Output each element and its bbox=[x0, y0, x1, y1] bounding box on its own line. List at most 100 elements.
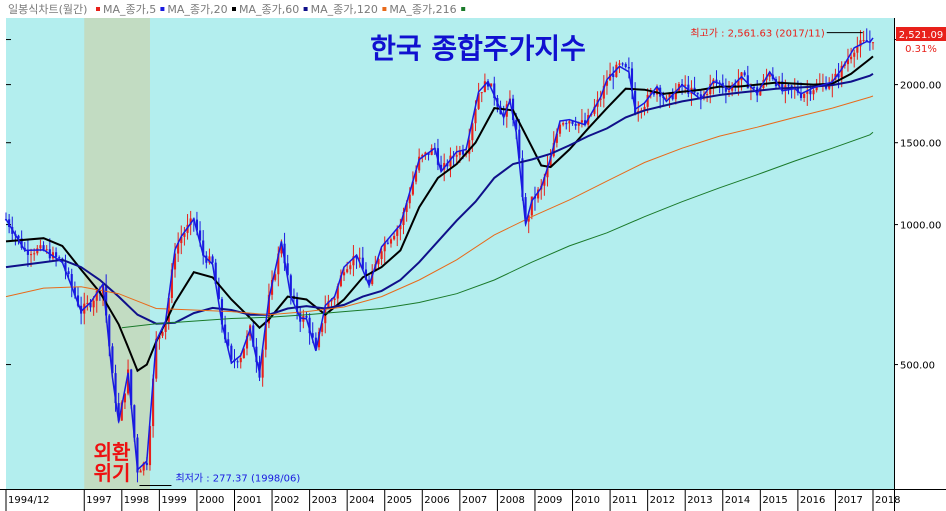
candle-body bbox=[812, 90, 815, 95]
candle-body bbox=[220, 299, 224, 325]
xtick-label-5: 2001 bbox=[236, 495, 261, 506]
candle-body bbox=[806, 90, 809, 94]
candle-body bbox=[627, 67, 630, 69]
candle-body bbox=[283, 243, 286, 264]
candle-body bbox=[796, 86, 799, 93]
candle-body bbox=[790, 85, 793, 88]
xtick-label-19: 2015 bbox=[762, 495, 787, 506]
candle-body bbox=[668, 93, 671, 98]
candle-body bbox=[274, 274, 277, 280]
candle-body bbox=[189, 218, 192, 225]
legend-label-2: MA_종가,60 bbox=[239, 3, 299, 16]
candle-body bbox=[402, 212, 405, 225]
candle-body bbox=[618, 63, 621, 65]
candle-body bbox=[161, 331, 164, 336]
candle-body bbox=[111, 346, 114, 374]
candle-body bbox=[114, 373, 117, 404]
candle-body bbox=[389, 239, 393, 244]
candle-body bbox=[418, 156, 421, 171]
candle-body bbox=[148, 426, 152, 466]
candle-body bbox=[605, 80, 609, 86]
chart-title: 한국 종합주가지수 bbox=[370, 32, 586, 65]
legend-items: MA_종가,5 MA_종가,20 MA_종가,60 MA_종가,120 MA_종가,21… bbox=[96, 3, 466, 16]
candle-body bbox=[768, 74, 771, 77]
right-axis-panel bbox=[894, 18, 946, 489]
candle-body bbox=[837, 73, 840, 78]
candle-body bbox=[468, 140, 471, 154]
candle-body bbox=[699, 94, 702, 99]
price-badge-change: 0.31% bbox=[905, 44, 937, 55]
xtick-label-13: 2009 bbox=[537, 495, 562, 506]
candle-body bbox=[427, 152, 430, 155]
candle-body bbox=[202, 240, 205, 256]
candle-body bbox=[411, 181, 414, 195]
candle-body bbox=[524, 197, 527, 222]
xtick-label-3: 1999 bbox=[161, 495, 186, 506]
candle-body bbox=[399, 224, 402, 230]
candle-body bbox=[621, 63, 624, 65]
candle-body bbox=[120, 402, 123, 421]
candle-body bbox=[245, 335, 249, 349]
candle-body bbox=[173, 253, 177, 270]
candle-body bbox=[58, 257, 61, 259]
candle-body bbox=[537, 189, 540, 199]
candle-body bbox=[289, 275, 292, 296]
candle-body bbox=[449, 155, 452, 167]
legend-label-0: MA_종가,5 bbox=[103, 3, 156, 16]
candle-body bbox=[42, 245, 45, 250]
candle-body bbox=[177, 243, 180, 254]
candle-body bbox=[530, 196, 533, 216]
candle-body bbox=[565, 123, 568, 125]
candle-body bbox=[139, 470, 142, 473]
ma120-line bbox=[5, 95, 874, 316]
xtick-label-1: 1997 bbox=[86, 495, 111, 506]
candle-body bbox=[490, 83, 493, 87]
candle-body bbox=[571, 121, 574, 124]
candle-body bbox=[55, 252, 58, 258]
candle-body bbox=[493, 83, 496, 99]
candle-body bbox=[853, 52, 856, 57]
candle-body bbox=[339, 275, 342, 287]
candle-body bbox=[781, 81, 784, 92]
candle-body bbox=[261, 349, 264, 378]
candle-body bbox=[123, 393, 127, 403]
candle-body bbox=[330, 299, 333, 302]
candle-body bbox=[414, 170, 418, 182]
ma216-line bbox=[121, 131, 874, 329]
candle-body bbox=[421, 154, 424, 157]
candle-body bbox=[36, 248, 39, 254]
candle-body bbox=[634, 90, 637, 114]
candle-body bbox=[803, 93, 806, 98]
candle-body bbox=[333, 298, 336, 300]
ytick-label-3: 2000.00 bbox=[900, 81, 941, 92]
candle-body bbox=[809, 90, 812, 95]
candle-body bbox=[455, 155, 458, 157]
legend-marker-2 bbox=[232, 7, 236, 11]
candle-body bbox=[167, 297, 170, 324]
candle-body bbox=[352, 256, 355, 266]
candle-body bbox=[724, 87, 727, 92]
xtick-label-8: 2004 bbox=[349, 495, 374, 506]
candle-body bbox=[752, 86, 756, 88]
candle-body bbox=[198, 230, 202, 241]
ma5-line bbox=[5, 37, 874, 472]
candle-body bbox=[67, 271, 70, 275]
candle-body bbox=[355, 256, 358, 259]
xtick-label-22: 2018 bbox=[875, 495, 900, 506]
xtick-label-4: 2000 bbox=[199, 495, 224, 506]
legend-chart-name: 일봉식차트(월간) bbox=[8, 2, 87, 16]
candle-body bbox=[474, 108, 477, 124]
xtick-label-12: 2008 bbox=[499, 495, 524, 506]
candle-body bbox=[105, 284, 108, 316]
xtick-label-10: 2006 bbox=[424, 495, 449, 506]
xtick-label-16: 2012 bbox=[650, 495, 675, 506]
candle-body bbox=[671, 93, 674, 100]
candle-body bbox=[305, 315, 308, 318]
candle-body bbox=[308, 317, 311, 334]
candle-body bbox=[386, 242, 389, 244]
candle-body bbox=[430, 148, 433, 155]
x-axis-panel bbox=[0, 489, 946, 511]
candle-body bbox=[706, 94, 709, 96]
xtick-label-14: 2010 bbox=[575, 495, 600, 506]
candle-body bbox=[408, 194, 411, 204]
